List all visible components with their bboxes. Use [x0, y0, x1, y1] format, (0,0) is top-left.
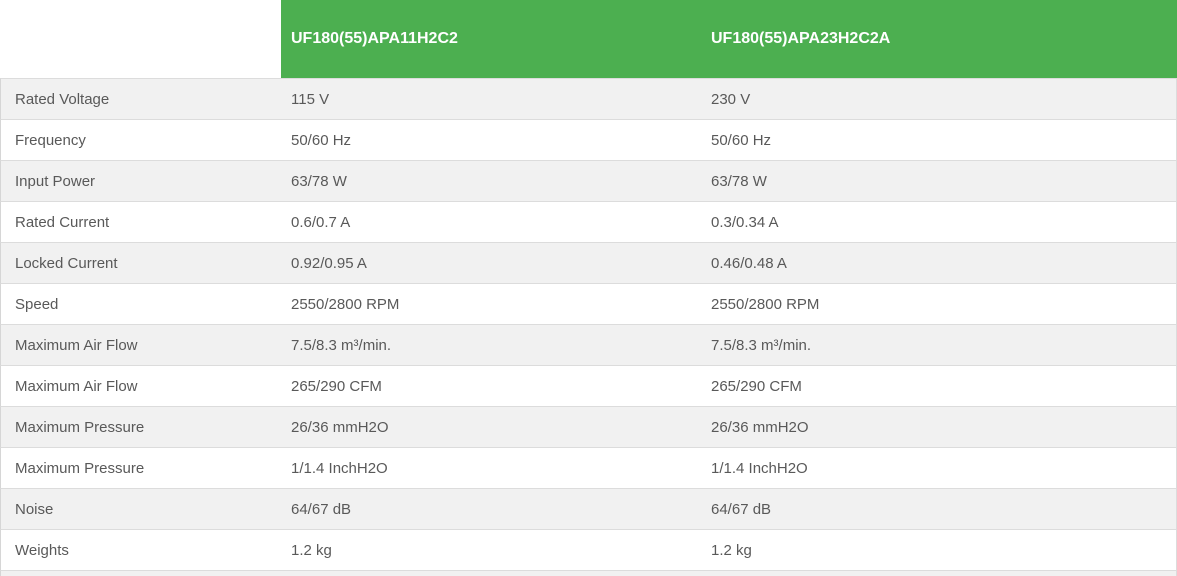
table-row: Weights 1.2 kg 1.2 kg — [0, 529, 1177, 570]
header-corner-cell — [0, 0, 281, 78]
value-model-2: 64/67 dB — [711, 500, 772, 518]
row-label: Maximum Pressure — [15, 459, 145, 477]
value-model-1: 50/60 Hz — [291, 131, 352, 149]
value-model-2: 26/36 mmH2O — [711, 418, 809, 436]
table-row: Maximum Pressure 1/1.4 InchH2O 1/1.4 Inc… — [0, 447, 1177, 488]
row-label: Maximum Pressure — [15, 418, 145, 436]
row-label: Noise — [15, 500, 54, 518]
model-header-1: UF180(55)APA11H2C2 — [281, 0, 701, 78]
table-row: Maximum Air Flow 7.5/8.3 m³/min. 7.5/8.3… — [0, 324, 1177, 365]
table-row: Frequency 50/60 Hz 50/60 Hz — [0, 119, 1177, 160]
value-model-2: 50/60 Hz — [711, 131, 772, 149]
table-row: Rated Voltage 115 V 230 V — [0, 78, 1177, 119]
value-model-1: 7.5/8.3 m³/min. — [291, 336, 392, 354]
value-model-1: 26/36 mmH2O — [291, 418, 389, 436]
table-row: Maximum Air Flow 265/290 CFM 265/290 CFM — [0, 365, 1177, 406]
value-model-1: 115 V — [291, 90, 330, 108]
row-label: Speed — [15, 295, 59, 313]
value-model-1: 64/67 dB — [291, 500, 352, 518]
value-model-2: 265/290 CFM — [711, 377, 802, 395]
value-model-2: 0.3/0.34 A — [711, 213, 779, 231]
row-label: Locked Current — [15, 254, 118, 272]
table-body: Rated Voltage 115 V 230 V Frequency 50/6… — [0, 78, 1177, 570]
value-model-1: 2550/2800 RPM — [291, 295, 400, 313]
value-model-2: 7.5/8.3 m³/min. — [711, 336, 812, 354]
row-label: Input Power — [15, 172, 96, 190]
value-model-2: 230 V — [711, 90, 751, 108]
table-row: Locked Current 0.92/0.95 A 0.46/0.48 A — [0, 242, 1177, 283]
row-label: Rated Voltage — [15, 90, 110, 108]
value-model-2: 1/1.4 InchH2O — [711, 459, 808, 477]
value-model-2: 2550/2800 RPM — [711, 295, 820, 313]
row-label: Maximum Air Flow — [15, 336, 138, 354]
table-row: Maximum Pressure 26/36 mmH2O 26/36 mmH2O — [0, 406, 1177, 447]
table-header-row: UF180(55)APA11H2C2 UF180(55)APA23H2C2A — [0, 0, 1177, 78]
value-model-2: 63/78 W — [711, 172, 767, 190]
value-model-2: 0.46/0.48 A — [711, 254, 787, 272]
value-model-1: 63/78 W — [291, 172, 347, 190]
value-model-1: 265/290 CFM — [291, 377, 382, 395]
partial-next-row — [0, 570, 1177, 576]
row-label: Weights — [15, 541, 69, 559]
value-model-1: 0.6/0.7 A — [291, 213, 351, 231]
table-row: Speed 2550/2800 RPM 2550/2800 RPM — [0, 283, 1177, 324]
row-label: Frequency — [15, 131, 86, 149]
row-label: Maximum Air Flow — [15, 377, 138, 395]
value-model-1: 1.2 kg — [291, 541, 332, 559]
model-header-2: UF180(55)APA23H2C2A — [701, 0, 1177, 78]
table-row: Input Power 63/78 W 63/78 W — [0, 160, 1177, 201]
value-model-1: 0.92/0.95 A — [291, 254, 367, 272]
table-row: Rated Current 0.6/0.7 A 0.3/0.34 A — [0, 201, 1177, 242]
value-model-2: 1.2 kg — [711, 541, 752, 559]
value-model-1: 1/1.4 InchH2O — [291, 459, 388, 477]
table-row: Noise 64/67 dB 64/67 dB — [0, 488, 1177, 529]
row-label: Rated Current — [15, 213, 110, 231]
